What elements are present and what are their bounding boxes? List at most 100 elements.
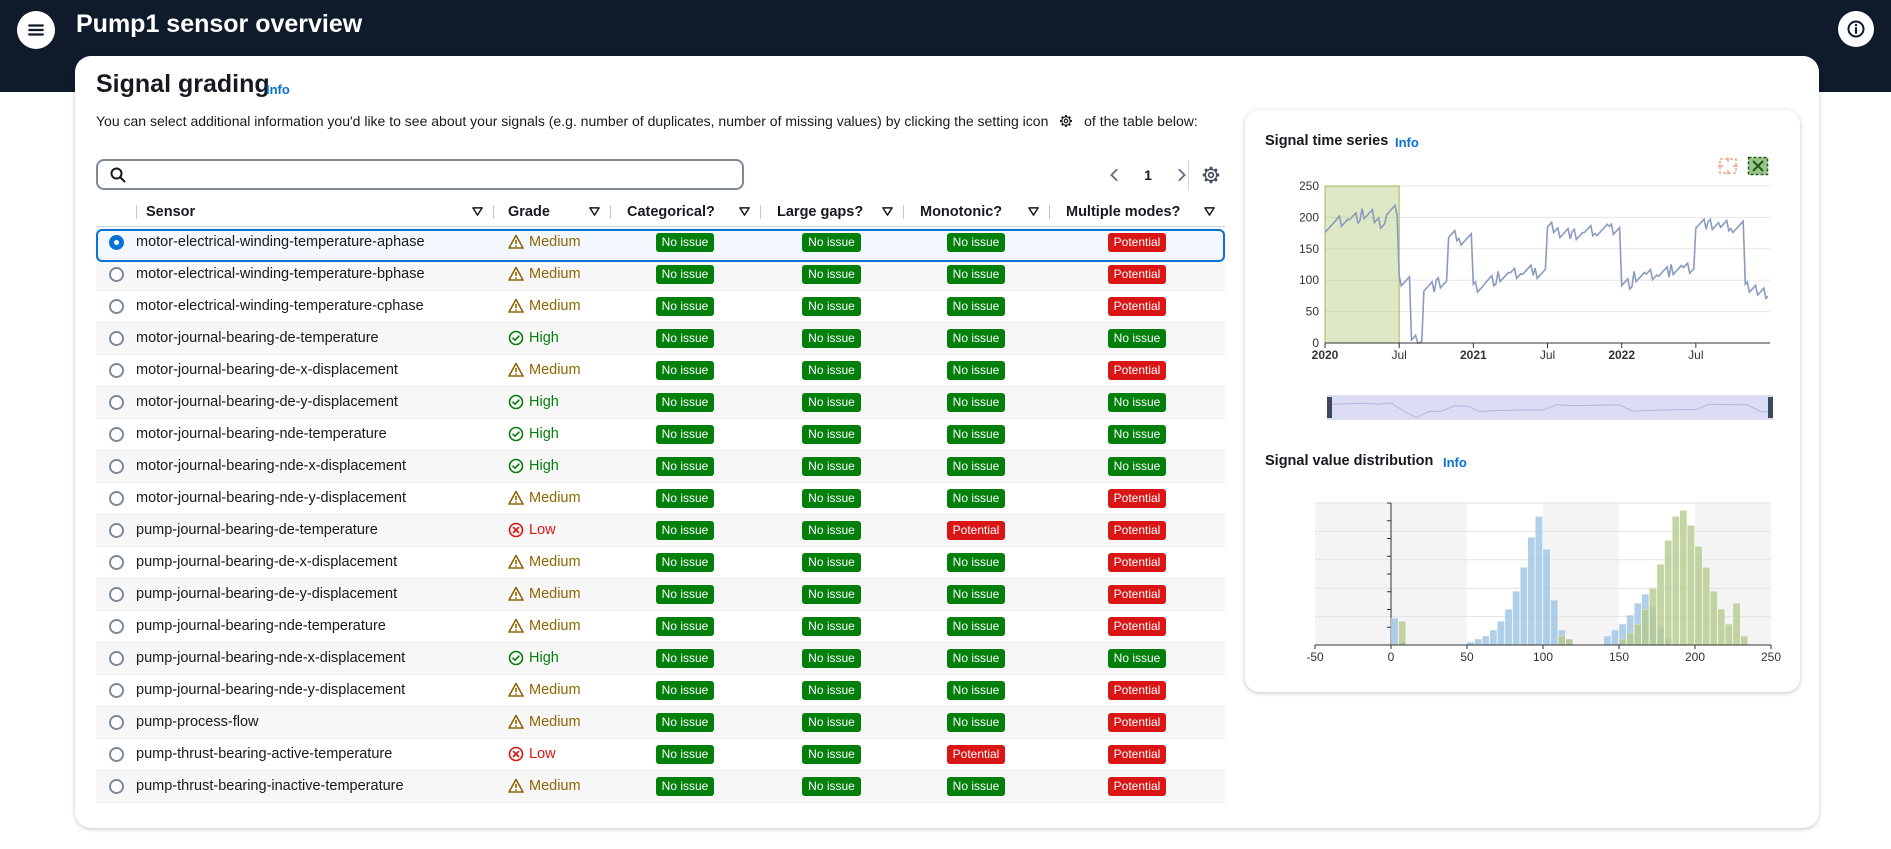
large-gaps-cell: No issue	[760, 386, 903, 419]
table-row[interactable]: motor-electrical-winding-temperature-aph…	[96, 226, 1225, 259]
column-header-grade[interactable]: Grade	[493, 198, 610, 227]
column-header-sensor[interactable]: Sensor	[136, 198, 493, 227]
row-select-cell	[96, 514, 136, 547]
brush-handle-left[interactable]	[1327, 397, 1332, 418]
hamburger-menu-icon[interactable]	[17, 11, 55, 49]
time-series-range-brush[interactable]	[1325, 393, 1775, 423]
zoom-select-icon[interactable]	[1717, 156, 1739, 176]
row-radio-button[interactable]	[109, 298, 124, 314]
caret-down-icon[interactable]	[1204, 206, 1215, 217]
row-radio-button[interactable]	[109, 266, 124, 282]
signal-grading-info-link[interactable]: Info	[266, 82, 290, 97]
table-row[interactable]: pump-journal-bearing-de-x-displacement Me…	[96, 546, 1225, 579]
row-radio-button[interactable]	[109, 426, 124, 442]
row-radio-button[interactable]	[109, 618, 124, 634]
multiple-modes-cell: No issue	[1049, 642, 1225, 675]
ts-y-tick-label: 250	[1300, 179, 1319, 193]
hist-bar	[1672, 516, 1680, 646]
caret-down-icon[interactable]	[739, 206, 750, 217]
row-radio-button[interactable]	[109, 490, 124, 506]
row-radio-button[interactable]	[109, 650, 124, 666]
sensor-name: motor-journal-bearing-nde-y-displacement	[136, 482, 493, 515]
multiple-modes-cell: Potential	[1049, 770, 1225, 803]
signal-value-distribution-chart[interactable]: -50 0 50 100 150 200 250	[1300, 495, 1790, 670]
row-radio-button[interactable]	[109, 554, 124, 570]
monotonic-cell: No issue	[903, 674, 1049, 707]
signal-time-series-info-link[interactable]: Info	[1395, 135, 1419, 150]
column-header-categorical[interactable]: Categorical?	[610, 198, 760, 227]
info-circle-icon[interactable]	[1838, 11, 1874, 47]
zoom-reset-icon[interactable]	[1747, 156, 1769, 176]
sensor-name: pump-thrust-bearing-active-temperature	[136, 738, 493, 771]
table-row[interactable]: motor-journal-bearing-nde-temperature Hig…	[96, 418, 1225, 451]
row-radio-button[interactable]	[109, 234, 124, 250]
grade-label: High	[529, 330, 559, 346]
sensor-name: motor-journal-bearing-de-temperature	[136, 322, 493, 355]
large-gaps-badge: No issue	[802, 776, 861, 796]
table-row[interactable]: motor-journal-bearing-nde-y-displacement…	[96, 482, 1225, 515]
table-row[interactable]: pump-journal-bearing-nde-x-displacement H…	[96, 642, 1225, 675]
caret-down-icon[interactable]	[472, 206, 483, 217]
row-radio-button[interactable]	[109, 586, 124, 602]
grade-label: Low	[529, 522, 556, 538]
large-gaps-badge: No issue	[802, 648, 861, 668]
row-select-cell	[96, 418, 136, 451]
signal-grading-table: Sensor Grade Categorical? Large gaps? Mo…	[96, 198, 1225, 803]
row-radio-button[interactable]	[109, 330, 124, 346]
row-radio-button[interactable]	[109, 522, 124, 538]
table-row[interactable]: motor-electrical-winding-temperature-cph…	[96, 290, 1225, 323]
monotonic-badge: No issue	[946, 264, 1006, 284]
table-row[interactable]: motor-electrical-winding-temperature-bph…	[96, 258, 1225, 291]
table-row[interactable]: pump-journal-bearing-de-temperature Low No…	[96, 514, 1225, 547]
column-header-monotonic[interactable]: Monotonic?	[903, 198, 1049, 227]
column-header-large-gaps[interactable]: Large gaps?	[760, 198, 903, 227]
hist-x-tick-label: 200	[1685, 650, 1705, 664]
large-gaps-cell: No issue	[760, 578, 903, 611]
row-radio-button[interactable]	[109, 746, 124, 762]
hist-bar	[1725, 623, 1733, 646]
table-row[interactable]: pump-journal-bearing-nde-y-displacement M…	[96, 674, 1225, 707]
row-radio-button[interactable]	[109, 458, 124, 474]
table-row[interactable]: pump-journal-bearing-de-y-displacement Me…	[96, 578, 1225, 611]
row-radio-button[interactable]	[109, 682, 124, 698]
previous-page-icon[interactable]	[1104, 165, 1124, 185]
large-gaps-badge: No issue	[802, 360, 861, 380]
grade-cell: High	[493, 642, 610, 675]
row-radio-button[interactable]	[109, 362, 124, 378]
table-row[interactable]: motor-journal-bearing-de-x-displacement M…	[96, 354, 1225, 387]
grade-cell: Medium	[493, 258, 610, 291]
categorical-badge: No issue	[655, 328, 715, 348]
table-row[interactable]: motor-journal-bearing-de-y-displacement H…	[96, 386, 1225, 419]
table-row[interactable]: motor-journal-bearing-nde-x-displacement…	[96, 450, 1225, 483]
categorical-cell: No issue	[610, 386, 760, 419]
large-gaps-cell: No issue	[760, 354, 903, 387]
signal-value-distribution-info-link[interactable]: Info	[1443, 455, 1467, 470]
grade-cell: Medium	[493, 354, 610, 387]
caret-down-icon[interactable]	[589, 206, 600, 217]
search-field[interactable]	[96, 159, 744, 190]
table-row[interactable]: pump-process-flow Medium No issue No issue N…	[96, 706, 1225, 739]
large-gaps-cell: No issue	[760, 514, 903, 547]
caret-down-icon[interactable]	[1028, 206, 1039, 217]
brush-handle-right[interactable]	[1768, 397, 1773, 418]
monotonic-badge: No issue	[946, 392, 1006, 412]
table-row[interactable]: pump-thrust-bearing-inactive-temperature…	[96, 770, 1225, 803]
monotonic-badge: No issue	[946, 776, 1006, 796]
categorical-cell: No issue	[610, 354, 760, 387]
row-radio-button[interactable]	[109, 714, 124, 730]
search-input[interactable]	[132, 163, 732, 187]
row-radio-button[interactable]	[109, 394, 124, 410]
warning-icon	[508, 586, 524, 602]
multiple-modes-badge: No issue	[1107, 648, 1167, 668]
page-number-current[interactable]: 1	[1144, 167, 1152, 183]
sensor-name: motor-electrical-winding-temperature-bph…	[136, 258, 493, 291]
row-radio-button[interactable]	[109, 778, 124, 794]
next-page-icon[interactable]	[1172, 165, 1192, 185]
settings-gear-icon[interactable]	[1200, 164, 1222, 186]
table-row[interactable]: pump-thrust-bearing-active-temperature Lo…	[96, 738, 1225, 771]
table-row[interactable]: pump-journal-bearing-nde-temperature Medi…	[96, 610, 1225, 643]
table-row[interactable]: motor-journal-bearing-de-temperature High…	[96, 322, 1225, 355]
caret-down-icon[interactable]	[882, 206, 893, 217]
column-header-multiple-modes[interactable]: Multiple modes?	[1049, 198, 1225, 227]
